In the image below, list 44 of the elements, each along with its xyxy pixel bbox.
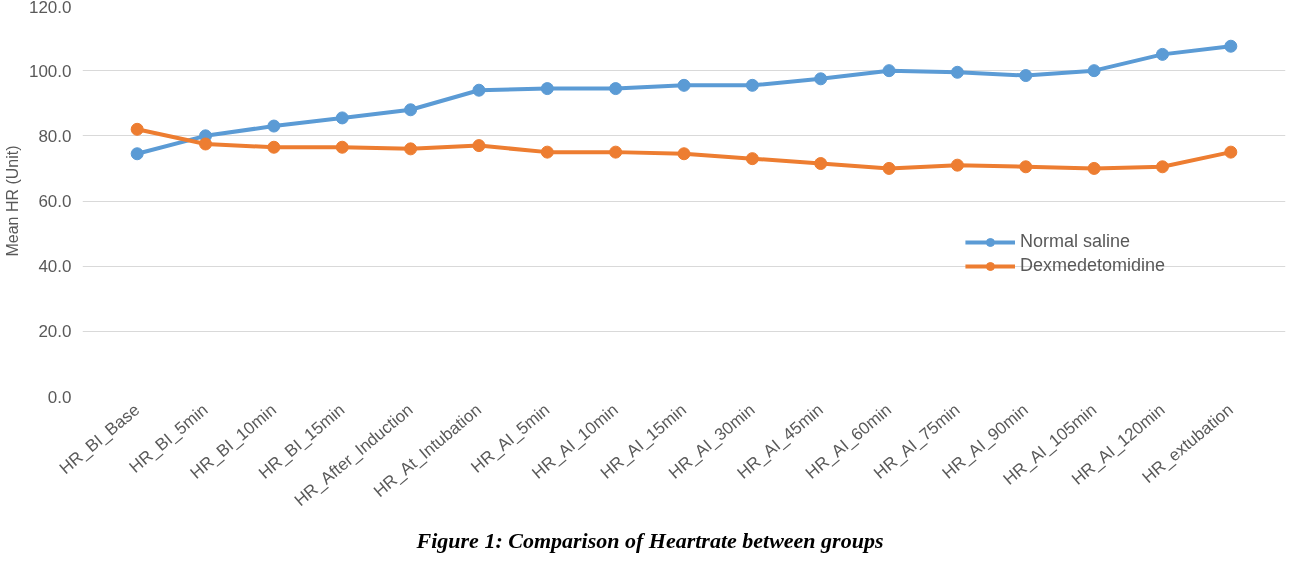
point: [130, 147, 144, 161]
point: [267, 119, 281, 133]
point: [199, 137, 213, 151]
y-tick-label: 100.0: [28, 61, 72, 81]
point: [472, 83, 486, 97]
point: [404, 103, 418, 117]
point: [1087, 161, 1101, 175]
point: [267, 140, 281, 154]
legend-label: Normal saline: [1019, 231, 1130, 252]
point: [1224, 145, 1238, 159]
y-tick-label: 60.0: [38, 192, 72, 211]
point: [745, 152, 759, 166]
point: [1019, 160, 1033, 174]
point: [950, 158, 964, 172]
point: [745, 78, 759, 92]
caption: Figure 1: Comparison of Heartrate between groups: [416, 527, 884, 555]
point: [677, 147, 691, 161]
point: [814, 72, 828, 86]
point: [1155, 47, 1169, 61]
point: [540, 145, 554, 159]
point: [814, 157, 828, 171]
y-tick-label: 120.0: [28, 0, 72, 17]
point: [130, 122, 144, 136]
point: [609, 82, 623, 96]
point: [404, 142, 418, 156]
point: [950, 65, 964, 79]
point: [1087, 64, 1101, 78]
point: [335, 140, 349, 154]
point: [882, 161, 896, 175]
point: [609, 145, 623, 159]
y-tick-label: 40.0: [38, 257, 72, 277]
point: [1155, 160, 1169, 174]
point: [677, 78, 691, 92]
point: [882, 64, 896, 78]
point: [335, 111, 349, 125]
point: [1224, 39, 1238, 53]
y-axis-title: Mean HR (Unit): [3, 145, 21, 257]
point: [540, 82, 554, 96]
y-tick-label: 20.0: [38, 322, 72, 342]
point: [1019, 69, 1033, 83]
point: [472, 139, 486, 153]
y-tick-label: 0.0: [47, 387, 72, 407]
y-tick-label: 80.0: [38, 126, 72, 146]
legend-label: Dexmedetomidine: [1019, 255, 1165, 276]
